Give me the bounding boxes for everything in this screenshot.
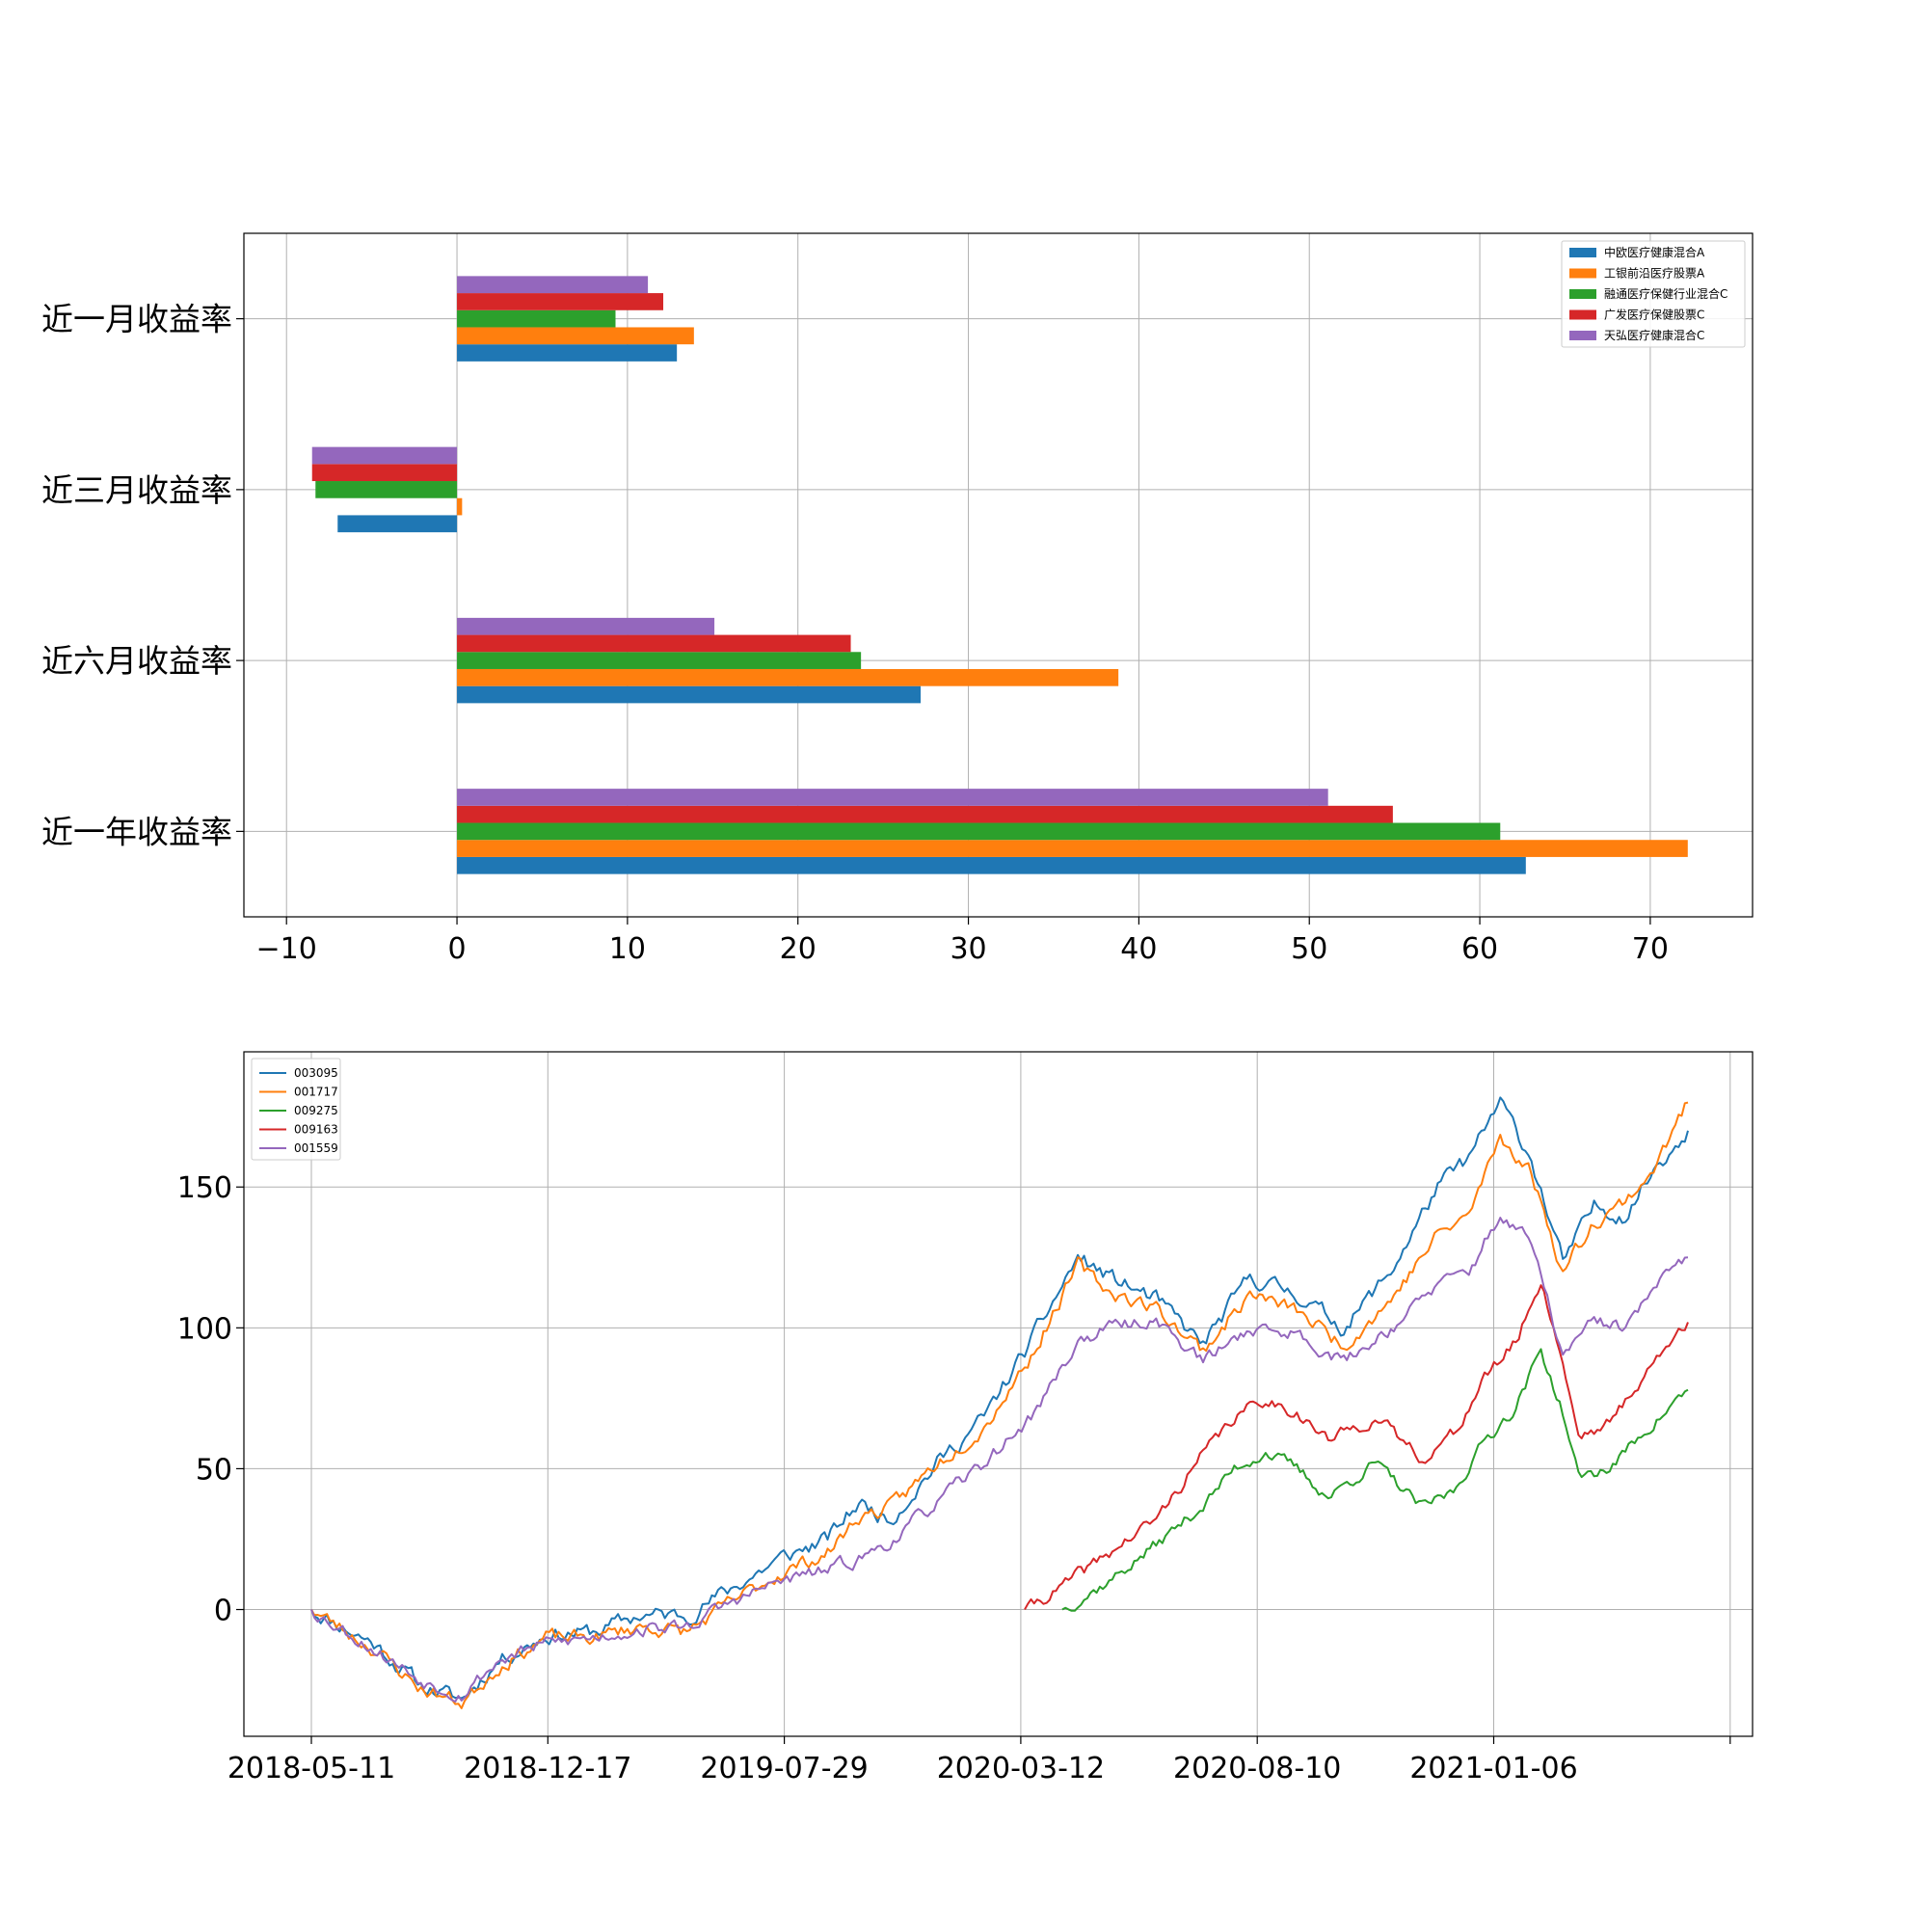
bar xyxy=(457,856,1526,874)
bar-x-tick-label: −10 xyxy=(256,932,317,966)
line-y-tick-label: 0 xyxy=(214,1595,232,1628)
bar xyxy=(457,634,851,653)
bar-x-tick-label: 10 xyxy=(609,932,646,966)
bar-legend-box xyxy=(1561,240,1746,348)
bar-x-tick-label: 0 xyxy=(447,932,466,966)
line-chart-y-ticks: 0 50 100 150 xyxy=(177,1171,244,1628)
bar xyxy=(457,805,1393,823)
series-line-001717 xyxy=(310,1101,1689,1709)
line-legend-label: 001717 xyxy=(294,1086,338,1099)
line-chart-grid xyxy=(244,1052,1753,1736)
line-x-tick-label: 2018-12-17 xyxy=(464,1752,631,1785)
bar-legend-swatch xyxy=(1569,289,1596,299)
bar xyxy=(457,668,1119,686)
line-x-tick-label: 2020-08-10 xyxy=(1173,1752,1341,1785)
bar xyxy=(457,822,1501,841)
bar-x-tick-label: 70 xyxy=(1632,932,1669,966)
bar xyxy=(457,497,463,516)
bar-legend-label: 工银前沿医疗股票A xyxy=(1604,266,1705,281)
bar-chart: −10 0 10 20 30 40 50 60 70 近一月收益率近三月收益率近六月收益率近一年… xyxy=(41,232,1754,966)
bar xyxy=(457,685,922,704)
bar xyxy=(457,293,664,310)
bar-category-label: 近一月收益率 xyxy=(41,301,232,338)
bar-x-tick-label: 50 xyxy=(1291,932,1327,966)
bar-legend-label: 广发医疗保健股票C xyxy=(1604,308,1704,322)
line-legend-label: 003095 xyxy=(294,1066,338,1080)
line-legend-box xyxy=(251,1058,341,1161)
line-y-tick-label: 150 xyxy=(177,1171,232,1205)
bar xyxy=(457,789,1328,806)
bar-chart-x-ticks: −10 0 10 20 30 40 50 60 70 xyxy=(256,917,1669,966)
bar xyxy=(457,652,862,669)
series-line-009163 xyxy=(1024,1284,1689,1610)
line-chart-legend: 003095 001717 009275 009163 001559 xyxy=(251,1058,341,1161)
line-x-tick-label: 2020-03-12 xyxy=(937,1752,1105,1785)
line-legend-label: 001559 xyxy=(294,1141,338,1155)
line-chart-series xyxy=(310,1096,1689,1709)
bar-legend-swatch xyxy=(1569,331,1596,340)
bar-category-label: 近六月收益率 xyxy=(41,642,232,680)
bar xyxy=(457,309,616,328)
bar-legend-swatch xyxy=(1569,268,1596,279)
bar xyxy=(457,327,694,345)
line-chart-frame xyxy=(243,1051,1754,1737)
bar-chart-frame xyxy=(243,232,1754,918)
bar xyxy=(457,344,678,362)
line-legend-label: 009275 xyxy=(294,1104,338,1117)
line-y-tick-label: 100 xyxy=(177,1312,232,1346)
bar-chart-bars xyxy=(311,276,1688,874)
bar-x-tick-label: 40 xyxy=(1120,932,1157,966)
bar-category-label: 近一年收益率 xyxy=(41,813,232,850)
bar-legend-label: 中欧医疗健康混合A xyxy=(1604,245,1705,259)
bar xyxy=(311,464,458,482)
bar xyxy=(315,481,458,498)
series-line-001559 xyxy=(310,1217,1689,1703)
bar xyxy=(457,276,649,294)
bar-legend-label: 天弘医疗健康混合C xyxy=(1604,328,1704,342)
bar xyxy=(337,515,458,533)
bar-legend-label: 融通医疗保健行业混合C xyxy=(1604,286,1727,301)
line-x-tick-label: 2018-05-11 xyxy=(228,1752,395,1785)
line-chart-x-ticks: 2018-05-11 2018-12-17 2019-07-29 2020-03-12… xyxy=(228,1736,1731,1785)
series-line-009275 xyxy=(1061,1348,1689,1612)
line-legend-label: 009163 xyxy=(294,1123,338,1137)
line-chart: 2018-05-11 2018-12-17 2019-07-29 2020-03-12… xyxy=(177,1051,1754,1785)
line-y-tick-label: 50 xyxy=(196,1453,232,1487)
bar xyxy=(457,617,715,635)
bar-x-tick-label: 60 xyxy=(1461,932,1498,966)
line-x-tick-label: 2021-01-06 xyxy=(1409,1752,1577,1785)
bar-legend-swatch xyxy=(1569,309,1596,320)
bar xyxy=(311,446,458,465)
line-x-tick-label: 2019-07-29 xyxy=(700,1752,868,1785)
bar-x-tick-label: 20 xyxy=(780,932,817,966)
bar-chart-legend: 中欧医疗健康混合A 工银前沿医疗股票A 融通医疗保健行业混合C 广发医疗保健股票C 天弘… xyxy=(1561,240,1746,348)
bar-category-label: 近三月收益率 xyxy=(41,471,232,509)
bar-legend-swatch xyxy=(1569,248,1596,257)
bar xyxy=(457,840,1688,857)
bar-x-tick-label: 30 xyxy=(950,932,986,966)
